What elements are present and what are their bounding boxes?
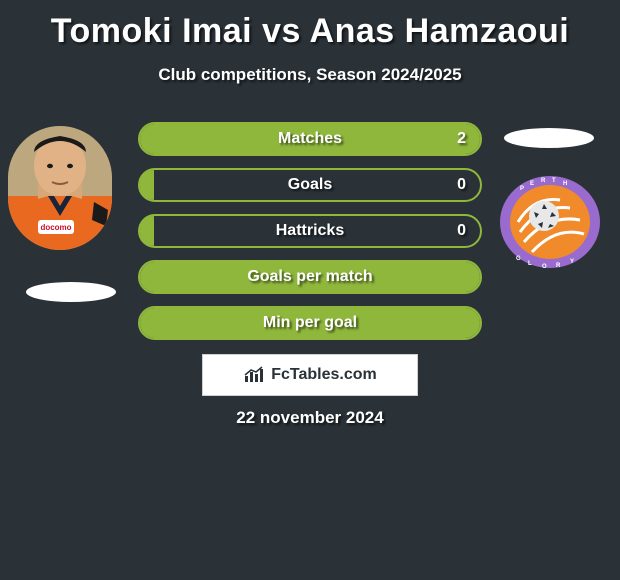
svg-text:docomo: docomo — [40, 223, 71, 232]
svg-text:O: O — [542, 264, 547, 270]
stat-bar-value: 0 — [457, 170, 466, 200]
svg-text:P: P — [520, 186, 524, 192]
svg-text:H: H — [563, 181, 567, 187]
stat-bar: Matches2 — [138, 122, 482, 156]
stat-bar-value: 2 — [457, 124, 466, 154]
stat-bar-label: Matches — [140, 124, 480, 154]
player-shadow-left — [26, 282, 116, 302]
stat-bar: Goals per match — [138, 260, 482, 294]
brand-label: FcTables.com — [271, 366, 377, 384]
stat-bar: Min per goal — [138, 306, 482, 340]
stat-bar-label: Goals per match — [140, 262, 480, 292]
player-photo-left: docomo — [8, 126, 112, 250]
stat-bar-label: Goals — [140, 170, 480, 200]
svg-text:T: T — [552, 178, 556, 184]
brand-chart-icon — [243, 366, 265, 384]
brand-box[interactable]: FcTables.com — [202, 354, 418, 396]
comparison-date: 22 november 2024 — [0, 408, 620, 428]
svg-text:R: R — [556, 263, 561, 269]
svg-text:G: G — [516, 256, 521, 262]
stat-bar: Goals0 — [138, 168, 482, 202]
stat-bar-value: 0 — [457, 216, 466, 246]
svg-text:R: R — [541, 178, 546, 184]
club-badge-right: PE R T H G L O R Y — [498, 172, 602, 272]
stat-bars: Matches2Goals0Hattricks0Goals per matchM… — [138, 122, 482, 352]
svg-text:E: E — [530, 181, 534, 187]
stat-bar-label: Hattricks — [140, 216, 480, 246]
player-shadow-right — [504, 128, 594, 148]
svg-text:L: L — [528, 261, 532, 267]
stat-bar-label: Min per goal — [140, 308, 480, 338]
comparison-title: Tomoki Imai vs Anas Hamzaoui — [0, 0, 620, 51]
comparison-subtitle: Club competitions, Season 2024/2025 — [0, 65, 620, 85]
svg-text:Y: Y — [570, 259, 574, 265]
stat-bar: Hattricks0 — [138, 214, 482, 248]
